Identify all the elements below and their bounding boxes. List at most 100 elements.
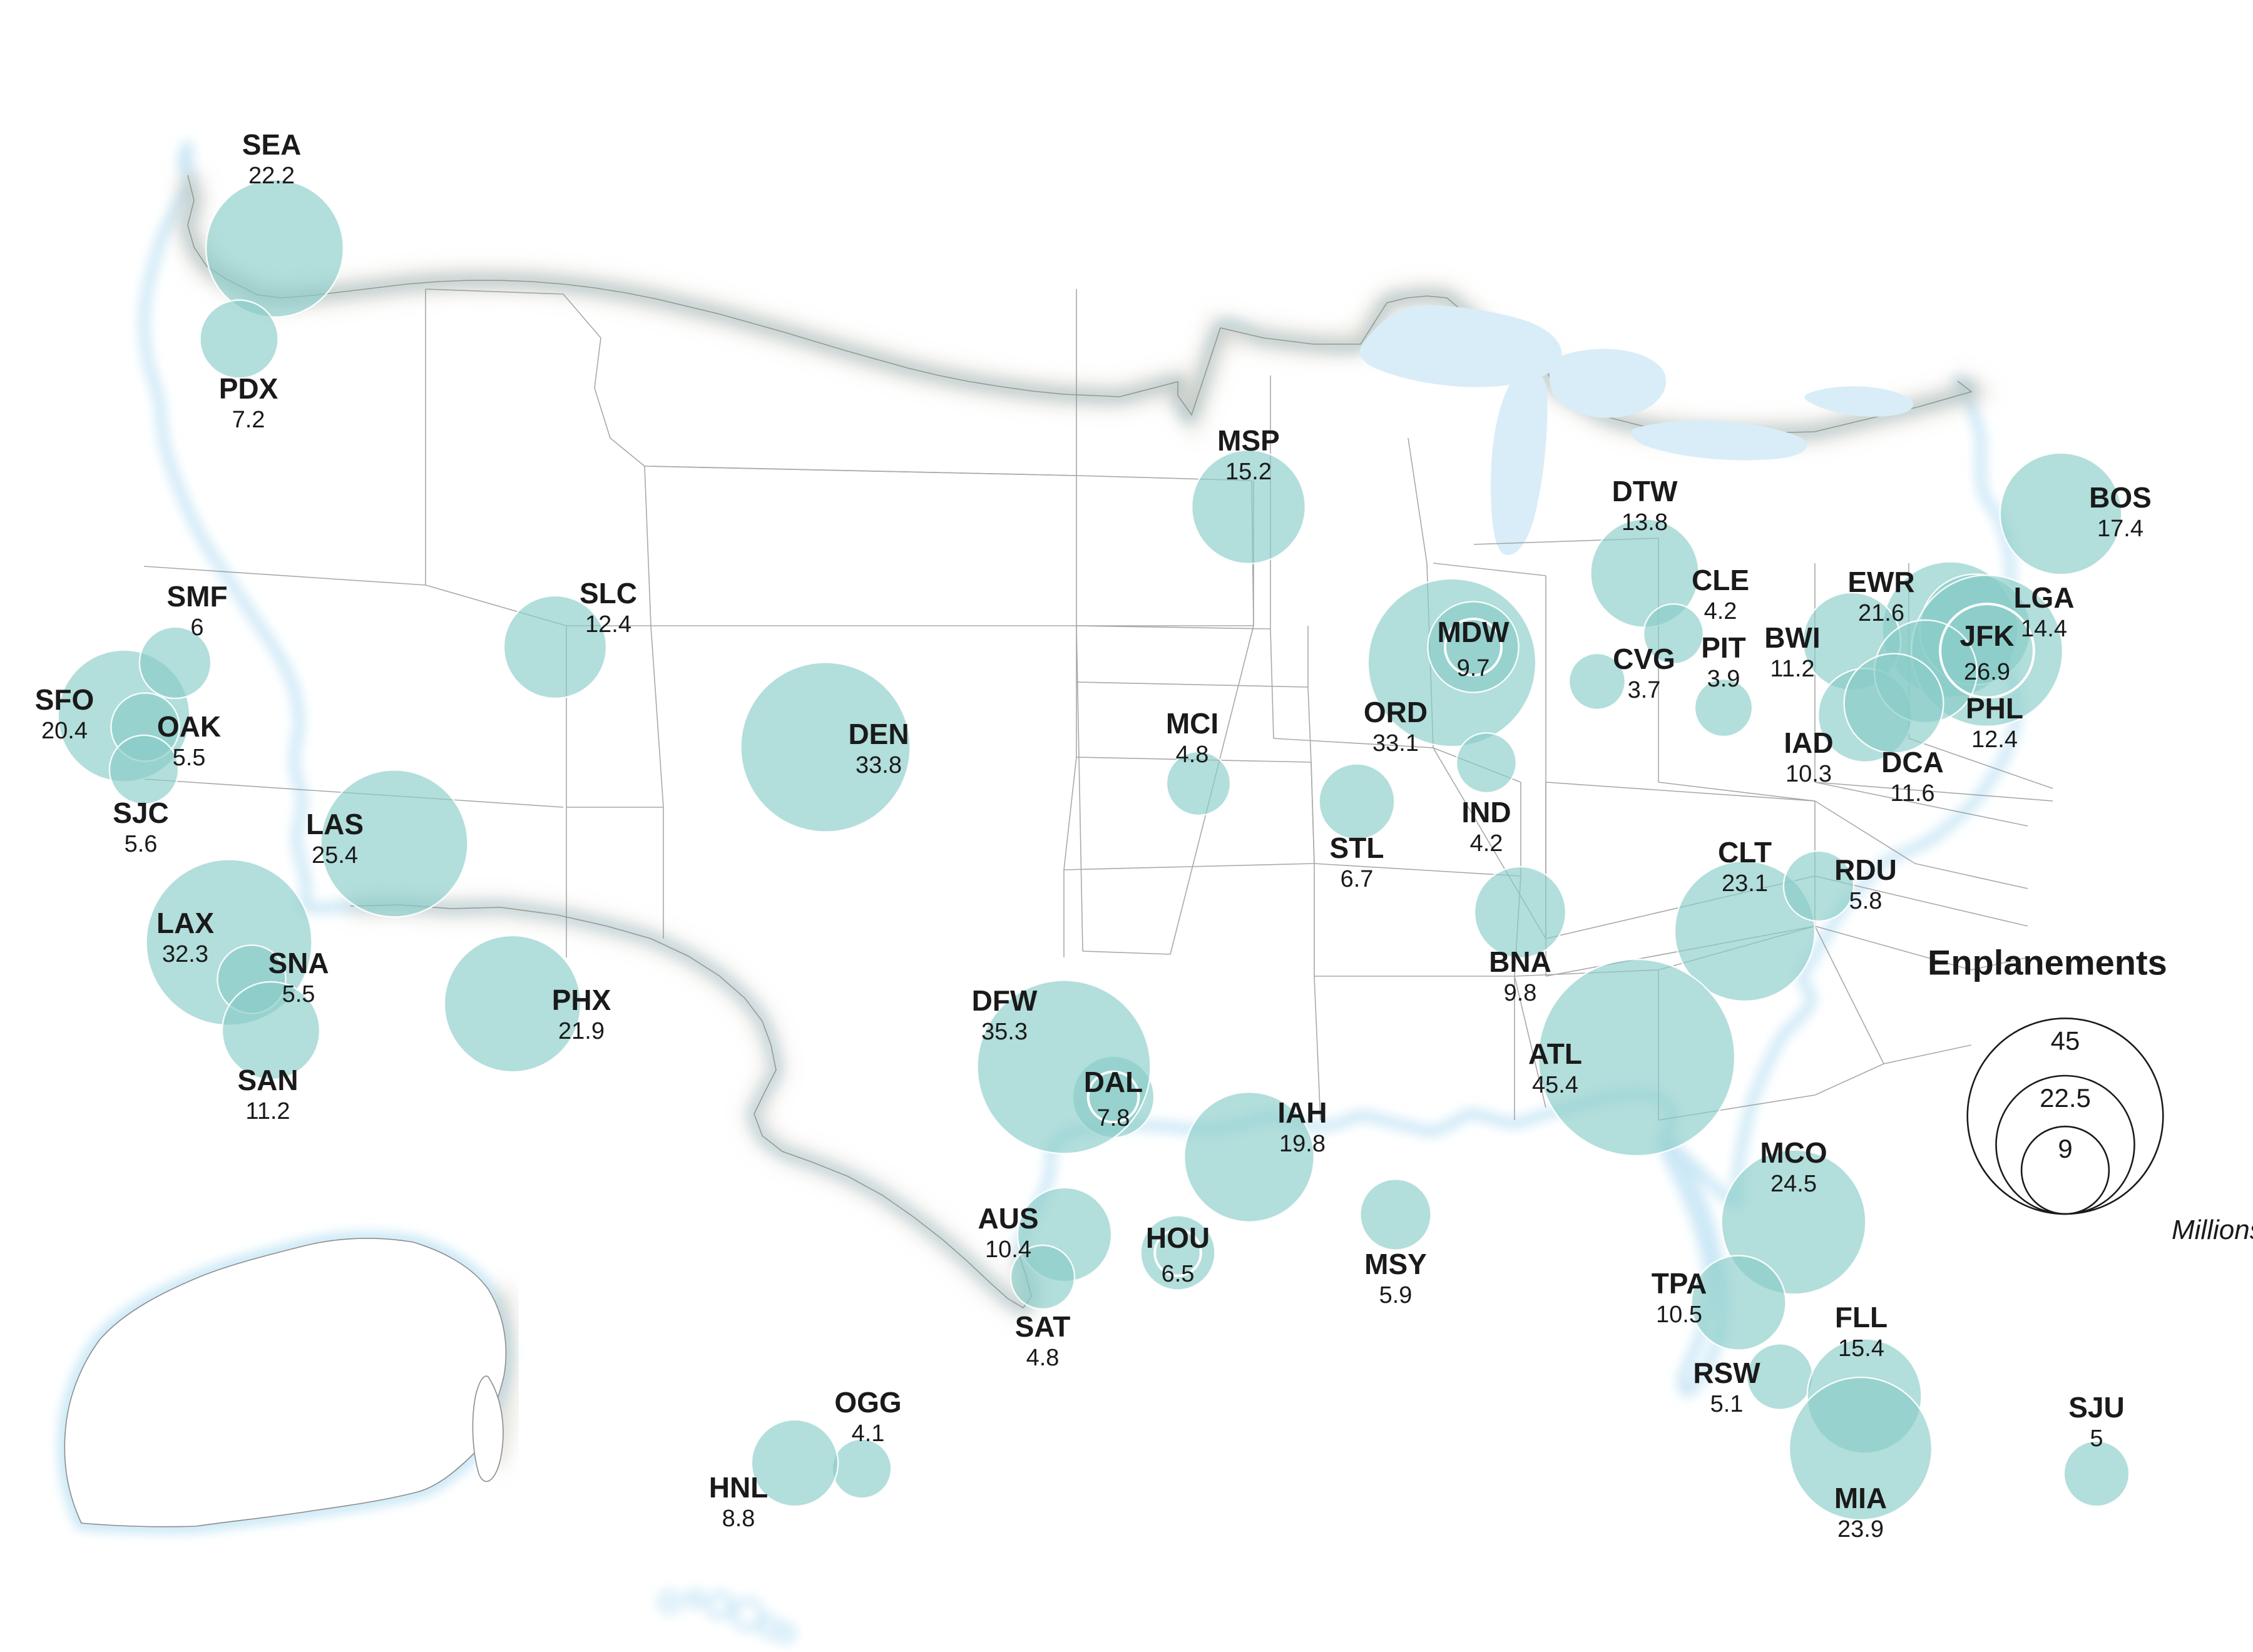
svg-text:21.9: 21.9 [558, 1018, 605, 1044]
svg-text:CLT: CLT [1718, 836, 1772, 869]
svg-text:9: 9 [2058, 1134, 2072, 1163]
svg-text:33.1: 33.1 [1372, 730, 1419, 757]
svg-text:21.6: 21.6 [1858, 600, 1904, 626]
svg-text:45: 45 [2051, 1026, 2080, 1055]
svg-text:13.8: 13.8 [1622, 509, 1668, 536]
svg-text:8.8: 8.8 [722, 1506, 755, 1532]
svg-text:5: 5 [2090, 1425, 2103, 1452]
svg-text:17.4: 17.4 [2097, 516, 2143, 542]
svg-text:SJU: SJU [2068, 1391, 2124, 1424]
svg-text:IAH: IAH [1277, 1096, 1327, 1129]
svg-text:32.3: 32.3 [162, 941, 208, 967]
svg-text:10.5: 10.5 [1656, 1302, 1702, 1328]
svg-text:9.7: 9.7 [1457, 655, 1490, 681]
svg-text:OAK: OAK [157, 710, 221, 743]
svg-text:4.2: 4.2 [1704, 598, 1737, 625]
svg-text:12.4: 12.4 [1971, 727, 2018, 753]
svg-text:BWI: BWI [1764, 621, 1820, 654]
svg-text:5.1: 5.1 [1710, 1391, 1744, 1417]
svg-text:RSW: RSW [1693, 1357, 1760, 1389]
svg-text:EWR: EWR [1847, 566, 1914, 598]
svg-text:11.6: 11.6 [1890, 780, 1934, 807]
svg-text:5.5: 5.5 [173, 745, 206, 771]
svg-text:PIT: PIT [1701, 631, 1746, 664]
svg-text:3.9: 3.9 [1707, 666, 1740, 692]
svg-text:ATL: ATL [1528, 1038, 1582, 1070]
svg-text:24.5: 24.5 [1770, 1171, 1817, 1197]
svg-text:JFK: JFK [1960, 620, 2015, 652]
svg-text:DAL: DAL [1084, 1066, 1143, 1098]
svg-text:5.6: 5.6 [125, 831, 158, 857]
svg-text:14.4: 14.4 [2021, 616, 2067, 642]
svg-text:12.4: 12.4 [585, 611, 631, 638]
svg-text:15.4: 15.4 [1838, 1335, 1884, 1362]
svg-text:HOU: HOU [1146, 1221, 1210, 1254]
svg-text:5.9: 5.9 [1379, 1282, 1413, 1308]
svg-text:BOS: BOS [2089, 481, 2152, 514]
svg-text:4.1: 4.1 [852, 1420, 885, 1447]
svg-text:SAN: SAN [237, 1064, 298, 1096]
svg-text:DFW: DFW [972, 984, 1038, 1017]
svg-text:TPA: TPA [1652, 1267, 1707, 1300]
svg-text:IAD: IAD [1784, 727, 1833, 759]
svg-text:LAS: LAS [306, 808, 364, 840]
svg-text:SLC: SLC [580, 577, 637, 609]
svg-text:9.8: 9.8 [1504, 980, 1537, 1006]
svg-text:MSY: MSY [1364, 1248, 1427, 1280]
svg-text:25.4: 25.4 [312, 842, 358, 869]
svg-text:23.9: 23.9 [1837, 1516, 1884, 1542]
svg-text:26.9: 26.9 [1964, 659, 2010, 685]
svg-text:AUS: AUS [978, 1202, 1038, 1235]
svg-text:LAX: LAX [156, 907, 214, 939]
svg-text:4.8: 4.8 [1176, 742, 1209, 768]
svg-text:19.8: 19.8 [1279, 1131, 1326, 1157]
svg-text:7.8: 7.8 [1097, 1105, 1130, 1131]
svg-text:5.5: 5.5 [282, 981, 315, 1007]
svg-text:IND: IND [1461, 796, 1511, 829]
svg-text:ORD: ORD [1364, 696, 1428, 728]
svg-text:11.2: 11.2 [1770, 656, 1814, 682]
svg-text:35.3: 35.3 [981, 1019, 1028, 1045]
svg-text:6.5: 6.5 [1162, 1261, 1195, 1287]
svg-text:4.8: 4.8 [1026, 1345, 1060, 1371]
svg-text:MIA: MIA [1834, 1482, 1887, 1514]
svg-text:PDX: PDX [219, 372, 278, 405]
svg-text:4.2: 4.2 [1470, 830, 1503, 857]
svg-text:MCO: MCO [1760, 1136, 1827, 1169]
svg-text:FLL: FLL [1835, 1301, 1888, 1333]
svg-text:15.2: 15.2 [1225, 459, 1272, 485]
svg-text:HNL: HNL [709, 1471, 769, 1504]
svg-text:MCI: MCI [1166, 707, 1218, 740]
svg-text:33.8: 33.8 [856, 752, 902, 778]
svg-text:SAT: SAT [1015, 1310, 1071, 1343]
svg-text:SFO: SFO [35, 683, 95, 716]
svg-text:PHL: PHL [1966, 692, 2023, 725]
svg-text:SJC: SJC [113, 797, 168, 829]
svg-text:RDU: RDU [1834, 854, 1897, 886]
svg-text:Millions: Millions [2172, 1215, 2253, 1245]
svg-text:Enplanements: Enplanements [1928, 942, 2167, 982]
svg-text:22.2: 22.2 [248, 163, 295, 189]
svg-text:23.1: 23.1 [1722, 870, 1768, 897]
svg-text:22.5: 22.5 [2040, 1083, 2091, 1113]
svg-text:6.7: 6.7 [1341, 866, 1374, 892]
svg-text:MSP: MSP [1217, 424, 1280, 457]
svg-text:SNA: SNA [268, 947, 329, 979]
svg-text:DEN: DEN [848, 718, 909, 750]
svg-text:DCA: DCA [1881, 746, 1944, 778]
svg-text:5.8: 5.8 [1849, 888, 1883, 914]
svg-text:SMF: SMF [166, 580, 227, 613]
svg-text:LGA: LGA [2013, 581, 2074, 614]
svg-text:10.3: 10.3 [1786, 761, 1832, 787]
svg-text:7.2: 7.2 [232, 407, 265, 433]
svg-text:DTW: DTW [1612, 475, 1678, 507]
svg-text:6: 6 [190, 614, 203, 641]
svg-text:3.7: 3.7 [1628, 677, 1661, 703]
svg-text:PHX: PHX [552, 984, 611, 1016]
svg-text:10.4: 10.4 [985, 1236, 1031, 1263]
svg-text:CLE: CLE [1692, 564, 1749, 596]
svg-text:11.2: 11.2 [245, 1098, 290, 1124]
svg-text:BNA: BNA [1489, 946, 1551, 978]
svg-text:SEA: SEA [242, 128, 302, 161]
svg-text:20.4: 20.4 [41, 718, 88, 744]
